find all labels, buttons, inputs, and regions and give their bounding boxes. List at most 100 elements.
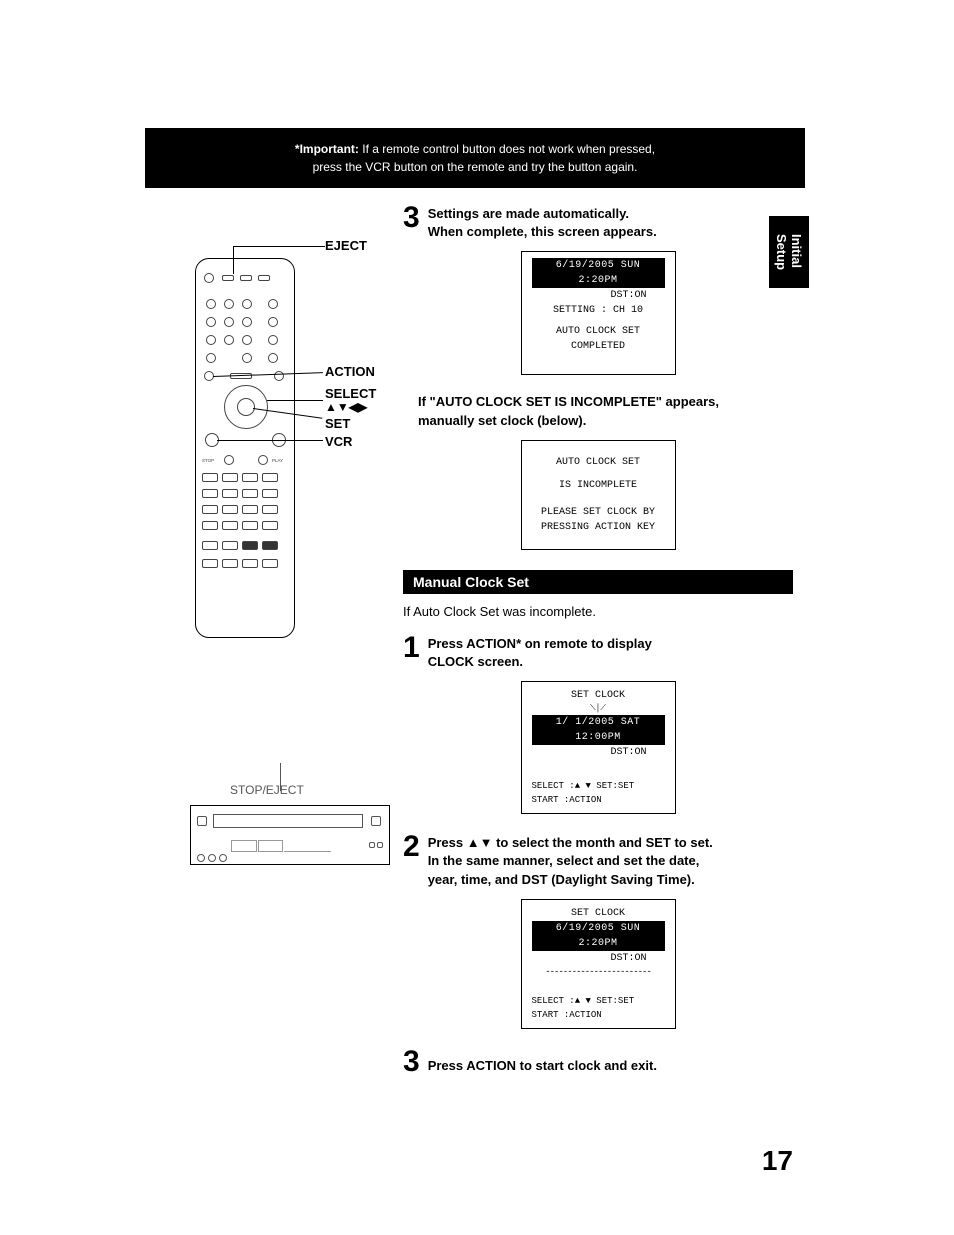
instructions-column: 3 Settings are made automatically. When … <box>403 203 793 1087</box>
blink-icon: ⟍│⟋ <box>590 703 606 715</box>
remote-num-100 <box>206 353 216 363</box>
remote-num-6 <box>242 317 252 327</box>
auto-step-3: 3 Settings are made automatically. When … <box>403 203 793 241</box>
osd1-header: 6/19/2005 SUN 2:20PM <box>532 258 665 288</box>
osd4-foot2: START :ACTION <box>532 1010 602 1020</box>
osd3-l2: DST:ON <box>610 747 646 758</box>
osd4-l2: DST:ON <box>610 953 646 964</box>
remote-eject-button <box>222 275 234 281</box>
step-number: 1 <box>403 633 420 663</box>
osd-incomplete: AUTO CLOCK SET IS INCOMPLETE PLEASE SET … <box>521 440 676 550</box>
remote-num-0 <box>242 353 252 363</box>
eject-label: EJECT <box>325 238 367 253</box>
vcr-front-panel-diagram: STOP/EJECT <box>190 783 400 865</box>
remote-num-5 <box>224 317 234 327</box>
remote-num-7 <box>206 335 216 345</box>
cassette-slot <box>213 814 363 828</box>
osd2-l3: PLEASE SET CLOCK BY <box>541 507 655 518</box>
step1-line2: CLOCK screen. <box>428 654 523 669</box>
step2-line3: year, time, and DST (Daylight Saving Tim… <box>428 872 695 887</box>
step-text: Press ACTION to start clock and exit. <box>428 1047 657 1075</box>
select-callout-line <box>267 400 323 401</box>
osd4-dashes: ------------------------ <box>545 967 651 977</box>
note1-l1: If "AUTO CLOCK SET IS INCOMPLETE" appear… <box>418 394 719 409</box>
osd4-title: SET CLOCK <box>571 908 625 919</box>
step1-line1: Press ACTION* on remote to display <box>428 636 652 651</box>
manual-step-3: 3 Press ACTION to start clock and exit. <box>403 1047 793 1077</box>
vcr-right-buttons <box>369 842 383 848</box>
section-intro: If Auto Clock Set was incomplete. <box>403 604 793 619</box>
remote-ch-down <box>268 317 278 327</box>
step-number: 3 <box>403 203 420 233</box>
remote-outline: STOP PLAY <box>195 258 295 638</box>
remote-menu-button <box>274 371 284 381</box>
osd2-l2: IS INCOMPLETE <box>559 480 637 491</box>
remote-play-button <box>258 455 268 465</box>
osd-set-clock-2: SET CLOCK 6/19/2005 SUN 2:20PM DST:ON --… <box>521 899 676 1030</box>
osd-auto-complete: 6/19/2005 SUN 2:20PM DST:ON SETTING : CH… <box>521 251 676 375</box>
osd-set-clock-1: SET CLOCK ⟍│⟋ 1/ 1/2005 SAT 12:00PM DST:… <box>521 681 676 814</box>
eject-callout-line <box>233 246 234 274</box>
step3a-line2: When complete, this screen appears. <box>428 224 657 239</box>
remote-num-4 <box>206 317 216 327</box>
osd3-title: SET CLOCK <box>571 690 625 701</box>
stop-eject-callout <box>280 763 281 791</box>
step3b-line1: Press ACTION to start clock and exit. <box>428 1058 657 1073</box>
manual-step-1: 1 Press ACTION* on remote to display CLO… <box>403 633 793 671</box>
step-number: 3 <box>403 1047 420 1077</box>
osd2-l1: AUTO CLOCK SET <box>556 457 640 468</box>
vcr-callout-line <box>217 440 323 441</box>
step-text: Press ▲▼ to select the month and SET to … <box>428 832 713 889</box>
vcr-panel-outline <box>190 805 390 865</box>
vcr-eject-btn <box>197 816 207 826</box>
step-number: 2 <box>403 832 420 862</box>
remote-ch-up <box>268 299 278 309</box>
select-arrows: ▲▼◀▶ <box>325 400 367 414</box>
important-text-1: If a remote control button does not work… <box>359 142 655 156</box>
manual-clock-set-header: Manual Clock Set <box>403 570 793 594</box>
vcr-bottom-buttons <box>197 854 227 862</box>
osd1-l3: SETTING : CH 10 <box>553 305 643 316</box>
manual-step-2: 2 Press ▲▼ to select the month and SET t… <box>403 832 793 889</box>
osd1-l2: DST:ON <box>610 290 646 301</box>
remote-num-3 <box>242 299 252 309</box>
remote-stop-button <box>224 455 234 465</box>
stop-label: STOP <box>202 458 214 463</box>
vcr-label: VCR <box>325 434 352 449</box>
action-label: ACTION <box>325 364 375 379</box>
step2-line2: In the same manner, select and set the d… <box>428 853 700 868</box>
osd3-inv: 1/ 1/2005 SAT 12:00PM <box>532 715 665 745</box>
osd4-foot1: SELECT :▲ ▼ SET:SET <box>532 996 635 1006</box>
remote-num-9 <box>242 335 252 345</box>
osd3-foot2: START :ACTION <box>532 795 602 805</box>
osd4-inv: 6/19/2005 SUN 2:20PM <box>532 921 665 951</box>
vcr-power-btn <box>371 816 381 826</box>
osd1-l4: AUTO CLOCK SET <box>556 326 640 337</box>
remote-power-button <box>204 273 214 283</box>
step-text: Press ACTION* on remote to display CLOCK… <box>428 633 652 671</box>
step-text: Settings are made automatically. When co… <box>428 203 657 241</box>
osd1-l5: COMPLETED <box>571 341 625 352</box>
remote-num-2 <box>224 299 234 309</box>
remote-diagram: STOP PLAY EJECT ACTION SELECT ▲▼◀▶ SET <box>195 258 415 638</box>
set-label: SET <box>325 416 350 431</box>
step2-line1: Press ▲▼ to select the month and SET to … <box>428 835 713 850</box>
remote-vcrtv-button <box>240 275 252 281</box>
stop-eject-label: STOP/EJECT <box>230 783 400 797</box>
remote-vol-up <box>268 335 278 345</box>
osd2-l4: PRESSING ACTION KEY <box>541 522 655 533</box>
note1-l2: manually set clock (below). <box>418 413 586 428</box>
manual-page: *Important: If a remote control button d… <box>145 128 805 203</box>
remote-num-1 <box>206 299 216 309</box>
page-number: 17 <box>762 1145 793 1177</box>
vcr-display <box>231 840 331 852</box>
play-label: PLAY <box>272 458 283 463</box>
remote-tv-button <box>258 275 270 281</box>
incomplete-note: If "AUTO CLOCK SET IS INCOMPLETE" appear… <box>418 393 793 429</box>
important-label: *Important: <box>295 142 359 156</box>
osd3-foot1: SELECT :▲ ▼ SET:SET <box>532 781 635 791</box>
step3a-line1: Settings are made automatically. <box>428 206 629 221</box>
remote-vol-down <box>268 353 278 363</box>
eject-callout-line-h <box>233 246 325 247</box>
important-banner: *Important: If a remote control button d… <box>145 128 805 188</box>
